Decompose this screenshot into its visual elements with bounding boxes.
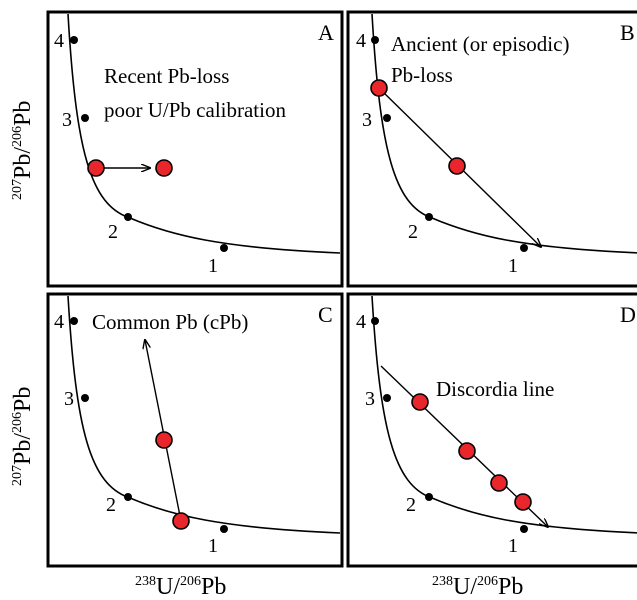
- panel-a-text-2: poor U/Pb calibration: [104, 98, 286, 122]
- red-marker: [155, 431, 173, 449]
- concordia-point-4: [371, 317, 379, 325]
- panel-a-frame: [46, 10, 344, 288]
- label-2: 2: [408, 221, 418, 243]
- red-marker: [514, 493, 532, 511]
- red-marker: [172, 512, 190, 530]
- concordia-point-1: [220, 525, 228, 533]
- panel-letter-b: B: [620, 20, 635, 45]
- panel-b-text-2: Pb-loss: [391, 63, 453, 87]
- panel-b-frame: [346, 10, 637, 288]
- concordia-point-4: [371, 36, 379, 44]
- label-4: 4: [356, 30, 366, 52]
- red-marker: [155, 159, 173, 177]
- panel-c-text-1: Common Pb (cPb): [92, 310, 248, 334]
- panel-c-frame: [46, 292, 344, 568]
- concordia-point-2: [124, 493, 132, 501]
- x-axis-label-left: 238U/206Pb: [135, 574, 226, 600]
- red-marker: [448, 157, 466, 175]
- concordia-point-3: [383, 394, 391, 402]
- y-axis-label-bottom: 207Pb/206Pb: [10, 387, 36, 486]
- label-2: 2: [406, 494, 416, 516]
- label-2: 2: [108, 221, 118, 243]
- label-3: 3: [365, 388, 375, 410]
- panel-a: 4 3 2 1 A Recent Pb-loss poor U/Pb calib…: [46, 10, 344, 288]
- panel-b: 4 3 2 1 B Ancient (or episodic) Pb-loss: [346, 10, 637, 288]
- concordia-point-3: [81, 394, 89, 402]
- concordia-point-4: [70, 317, 78, 325]
- concordia-point-4: [70, 36, 78, 44]
- label-4: 4: [54, 30, 64, 52]
- panel-d-frame: [346, 292, 637, 568]
- label-1: 1: [508, 255, 518, 277]
- panel-b-text-1: Ancient (or episodic): [391, 32, 569, 56]
- concordia-point-1: [520, 244, 528, 252]
- panel-d: 4 3 2 1 D Discordia line: [346, 292, 637, 568]
- label-3: 3: [64, 388, 74, 410]
- concordia-point-1: [520, 525, 528, 533]
- red-marker: [411, 393, 429, 411]
- label-3: 3: [62, 109, 72, 131]
- label-1: 1: [208, 255, 218, 277]
- red-marker: [490, 474, 508, 492]
- label-1: 1: [508, 535, 518, 557]
- red-marker: [87, 159, 105, 177]
- panel-a-text-1: Recent Pb-loss: [104, 64, 229, 88]
- concordia-point-2: [425, 213, 433, 221]
- concordia-curve-a: [67, 13, 341, 254]
- concordia-point-2: [124, 213, 132, 221]
- concordia-point-3: [383, 114, 391, 122]
- panel-d-text-1: Discordia line: [436, 377, 554, 401]
- red-marker: [458, 442, 476, 460]
- label-2: 2: [106, 494, 116, 516]
- common-pb-arrow: [145, 340, 182, 522]
- red-marker: [370, 79, 388, 97]
- concordia-point-1: [220, 244, 228, 252]
- panel-letter-c: C: [318, 302, 333, 327]
- concordia-point-2: [425, 493, 433, 501]
- x-axis-label-right: 238U/206Pb: [432, 574, 523, 600]
- panel-letter-d: D: [620, 302, 636, 327]
- label-3: 3: [362, 109, 372, 131]
- label-4: 4: [356, 311, 366, 333]
- panel-c: 4 3 2 1 C Common Pb (cPb): [46, 292, 344, 568]
- concordia-point-3: [81, 114, 89, 122]
- label-1: 1: [208, 535, 218, 557]
- label-4: 4: [54, 311, 64, 333]
- y-axis-label-top: 207Pb/206Pb: [10, 101, 36, 200]
- panel-letter-a: A: [318, 20, 334, 45]
